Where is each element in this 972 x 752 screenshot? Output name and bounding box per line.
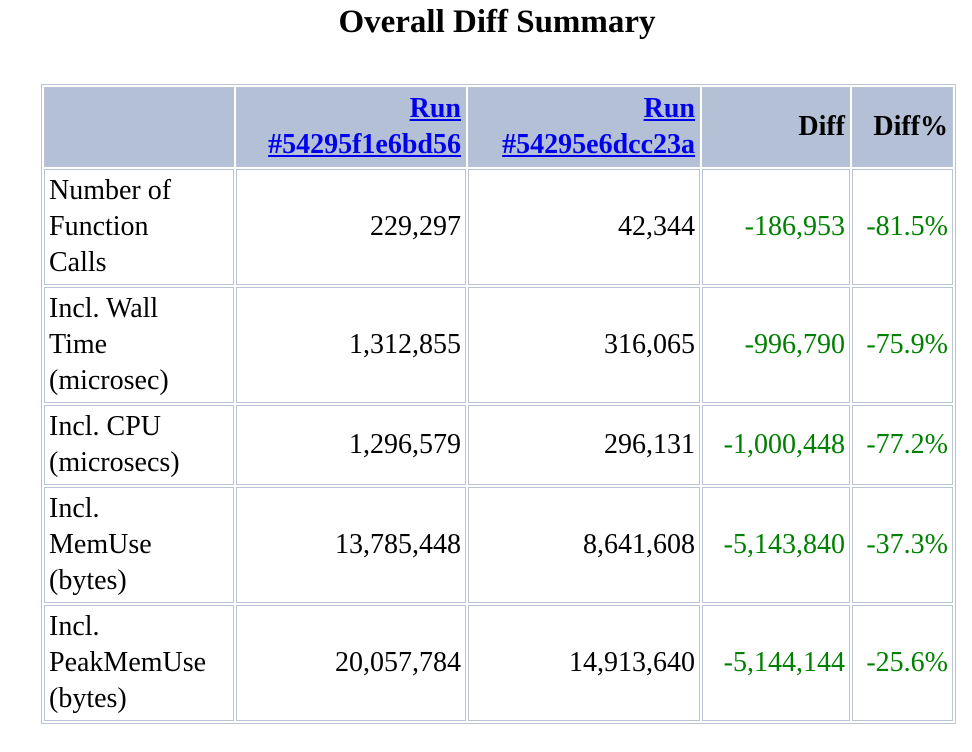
run1-value: 1,312,855 (236, 287, 466, 403)
diff-pct-value: -25.6% (852, 605, 953, 721)
row-label: Incl. Wall Time (microsec) (44, 287, 234, 403)
table-row: Incl. PeakMemUse (bytes) 20,057,784 14,913… (44, 605, 953, 721)
header-diff-pct: Diff% (852, 87, 953, 167)
header-diff: Diff (702, 87, 850, 167)
run2-value: 296,131 (468, 405, 700, 485)
run1-link-line2: #54295f1e6bd56 (268, 129, 461, 160)
row-label-line: Number of (49, 175, 172, 206)
page-title: Overall Diff Summary (338, 4, 656, 40)
row-label-line: Function (49, 211, 149, 242)
diff-pct-value: -77.2% (852, 405, 953, 485)
header-run2: Run #54295e6dcc23a (468, 87, 700, 167)
row-label-line: Incl. CPU (49, 411, 161, 442)
row-label: Number of Function Calls (44, 169, 234, 285)
row-label-line: (microsec) (49, 365, 169, 396)
run2-value: 8,641,608 (468, 487, 700, 603)
row-label-line: Incl. (49, 493, 100, 524)
diff-pct-value: -75.9% (852, 287, 953, 403)
row-label-line: MemUse (49, 529, 152, 560)
diff-pct-value: -37.3% (852, 487, 953, 603)
row-label-line: Incl. (49, 611, 100, 642)
table-row: Incl. MemUse (bytes) 13,785,448 8,641,608 … (44, 487, 953, 603)
row-label-line: (microsecs) (49, 447, 180, 478)
diff-summary-table: Run #54295f1e6bd56 Run #54295e6dcc23a Diff… (41, 84, 956, 724)
row-label-line: Time (49, 329, 108, 360)
run1-value: 229,297 (236, 169, 466, 285)
run1-value: 1,296,579 (236, 405, 466, 485)
run2-link-line1: Run (643, 93, 695, 124)
diff-pct-value: -81.5% (852, 169, 953, 285)
row-label-line: Calls (49, 247, 107, 278)
run2-link-line2: #54295e6dcc23a (502, 129, 695, 160)
diff-value: -5,143,840 (702, 487, 850, 603)
diff-value: -1,000,448 (702, 405, 850, 485)
table-row: Incl. CPU (microsecs) 1,296,579 296,131 -… (44, 405, 953, 485)
run1-link-line1: Run (409, 93, 461, 124)
row-label: Incl. CPU (microsecs) (44, 405, 234, 485)
run2-value: 14,913,640 (468, 605, 700, 721)
run1-value: 13,785,448 (236, 487, 466, 603)
table-row: Number of Function Calls 229,297 42,344 -1… (44, 169, 953, 285)
run2-value: 316,065 (468, 287, 700, 403)
header-empty-cell (44, 87, 234, 167)
row-label-line: PeakMemUse (49, 647, 207, 678)
diff-value: -996,790 (702, 287, 850, 403)
run2-link[interactable]: Run #54295e6dcc23a (502, 93, 695, 160)
run2-value: 42,344 (468, 169, 700, 285)
row-label-line: (bytes) (49, 565, 127, 596)
run1-value: 20,057,784 (236, 605, 466, 721)
row-label-line: Incl. Wall (49, 293, 159, 324)
row-label: Incl. MemUse (bytes) (44, 487, 234, 603)
diff-value: -5,144,144 (702, 605, 850, 721)
table-header-row: Run #54295f1e6bd56 Run #54295e6dcc23a Diff… (44, 87, 953, 167)
header-run1: Run #54295f1e6bd56 (236, 87, 466, 167)
row-label: Incl. PeakMemUse (bytes) (44, 605, 234, 721)
run1-link[interactable]: Run #54295f1e6bd56 (268, 93, 461, 160)
diff-value: -186,953 (702, 169, 850, 285)
table-row: Incl. Wall Time (microsec) 1,312,855 316,0… (44, 287, 953, 403)
row-label-line: (bytes) (49, 683, 127, 714)
